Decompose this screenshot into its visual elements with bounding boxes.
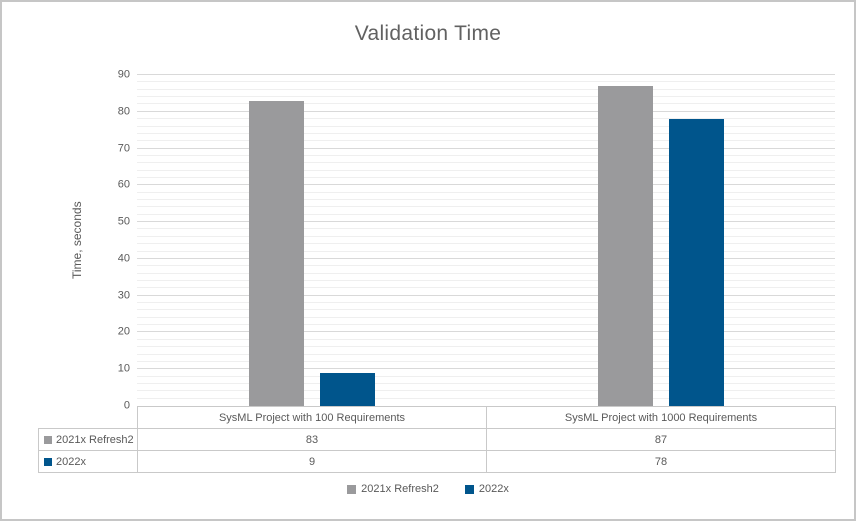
minor-gridline — [137, 279, 835, 281]
minor-gridline — [137, 199, 835, 201]
minor-gridline — [137, 397, 835, 399]
minor-gridline — [137, 353, 835, 355]
data-table: SysML Project with 100 Requirements SysM… — [38, 406, 836, 473]
legend-item-series-2: 2022x — [464, 483, 509, 495]
y-tick-label: 80 — [117, 105, 130, 118]
legend-label-series-1: 2021x Refresh2 — [361, 483, 439, 495]
series-1-swatch-icon — [44, 435, 52, 444]
series-1-name: 2021x Refresh2 — [56, 433, 134, 446]
major-gridline — [137, 147, 835, 149]
minor-gridline — [137, 390, 835, 392]
minor-gridline — [137, 88, 835, 90]
major-gridline — [137, 110, 835, 112]
major-gridline — [137, 294, 835, 296]
table-row-series-2: 2022x 9 78 — [38, 450, 836, 473]
minor-gridline — [137, 213, 835, 215]
major-gridline — [137, 331, 835, 333]
legend-swatch-series-2-icon — [464, 484, 474, 494]
y-axis-tick-labels: 0 10 20 30 40 50 60 70 80 90 — [90, 69, 130, 411]
table-row-series-1: 2021x Refresh2 83 87 — [38, 428, 836, 451]
minor-gridline — [137, 250, 835, 252]
minor-gridline — [137, 338, 835, 340]
y-tick-label: 20 — [117, 325, 130, 338]
minor-gridline — [137, 346, 835, 348]
minor-gridline — [137, 125, 835, 127]
minor-gridline — [137, 140, 835, 142]
minor-gridline — [137, 96, 835, 98]
y-axis-title: Time, seconds — [70, 201, 84, 280]
minor-gridline — [137, 302, 835, 304]
minor-gridline — [137, 243, 835, 245]
minor-gridline — [137, 169, 835, 171]
minor-gridline — [137, 272, 835, 274]
y-tick-label: 0 — [123, 399, 130, 412]
plot-area — [137, 74, 835, 406]
table-value-s2-c2: 78 — [486, 450, 836, 473]
minor-gridline — [137, 382, 835, 384]
minor-gridline — [137, 206, 835, 208]
y-tick-label: 10 — [117, 362, 130, 375]
bar-groups — [137, 75, 835, 406]
major-gridline — [137, 257, 835, 259]
y-tick-label: 30 — [117, 289, 130, 302]
minor-gridline — [137, 176, 835, 178]
table-corner-cell — [39, 407, 138, 429]
legend-label-series-2: 2022x — [478, 483, 509, 495]
legend: 2021x Refresh2 2022x — [2, 483, 854, 495]
table-key-series-1: 2021x Refresh2 — [38, 428, 138, 451]
bar-group — [137, 75, 486, 406]
y-tick-label: 50 — [117, 215, 130, 228]
minor-gridline — [137, 324, 835, 326]
legend-item-series-1: 2021x Refresh2 — [347, 483, 439, 495]
table-value-s1-c1: 83 — [137, 428, 487, 451]
y-tick-label: 70 — [117, 142, 130, 155]
minor-gridline — [137, 132, 835, 134]
bar-group — [486, 75, 835, 406]
major-gridline — [137, 221, 835, 223]
bar — [597, 86, 653, 406]
series-2-swatch-icon — [44, 457, 52, 466]
minor-gridline — [137, 309, 835, 311]
minor-gridline — [137, 228, 835, 230]
series-2-name: 2022x — [56, 455, 86, 468]
minor-gridline — [137, 287, 835, 289]
minor-gridline — [137, 103, 835, 105]
minor-gridline — [137, 118, 835, 120]
minor-gridline — [137, 235, 835, 237]
minor-gridline — [137, 162, 835, 164]
bar — [668, 119, 724, 406]
minor-gridline — [137, 375, 835, 377]
minor-gridline — [137, 265, 835, 267]
table-header-category-2: SysML Project with 1000 Requirements — [486, 406, 836, 429]
minor-gridline — [137, 154, 835, 156]
table-value-s1-c2: 87 — [486, 428, 836, 451]
minor-gridline — [137, 360, 835, 362]
legend-swatch-series-1-icon — [347, 484, 357, 494]
table-value-s2-c1: 9 — [137, 450, 487, 473]
major-gridline — [137, 74, 835, 75]
minor-gridline — [137, 81, 835, 83]
table-key-series-2: 2022x — [38, 450, 138, 473]
bar — [319, 372, 375, 406]
minor-gridline — [137, 316, 835, 318]
chart-title: Validation Time — [354, 22, 502, 45]
minor-gridline — [137, 191, 835, 193]
major-gridline — [137, 368, 835, 370]
y-tick-label: 90 — [117, 68, 130, 81]
table-header-category-1: SysML Project with 100 Requirements — [137, 406, 487, 429]
y-tick-label: 60 — [117, 178, 130, 191]
bar — [248, 100, 304, 406]
table-header-row: SysML Project with 100 Requirements SysM… — [39, 406, 836, 429]
major-gridline — [137, 184, 835, 186]
y-tick-label: 40 — [117, 252, 130, 265]
